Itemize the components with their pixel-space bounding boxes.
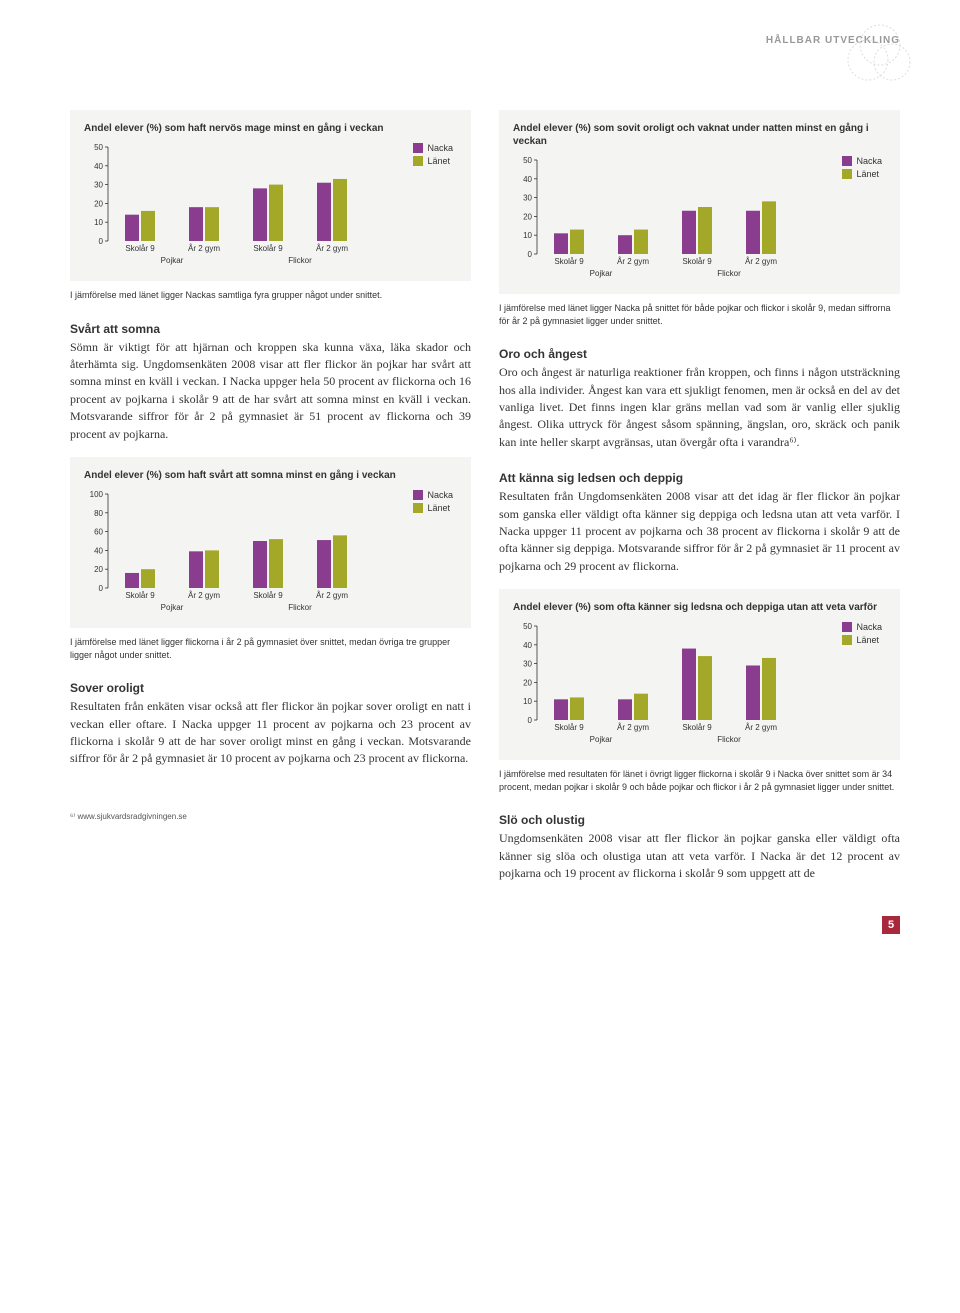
svg-text:40: 40 <box>523 641 532 650</box>
svg-text:80: 80 <box>94 509 103 518</box>
svg-text:0: 0 <box>99 584 104 593</box>
legend-lanet: Länet <box>427 156 450 166</box>
legend-lanet: Länet <box>856 169 879 179</box>
svg-text:0: 0 <box>528 716 533 725</box>
svg-text:100: 100 <box>90 490 104 499</box>
svg-text:40: 40 <box>94 162 103 171</box>
two-column-layout: Andel elever (%) som haft nervös mage mi… <box>70 110 900 934</box>
svg-text:Pojkar: Pojkar <box>161 256 184 265</box>
chart-title: Andel elever (%) som haft svårt att somn… <box>84 469 457 482</box>
footnote: ⁶⁾ www.sjukvardsradgivningen.se <box>70 812 471 821</box>
right-column: Andel elever (%) som sovit oroligt och v… <box>499 110 900 934</box>
legend-lanet: Länet <box>427 503 450 513</box>
chart-title: Andel elever (%) som ofta känner sig led… <box>513 601 886 614</box>
chart-legend: Nacka Länet <box>842 156 882 182</box>
svg-text:Flickor: Flickor <box>288 603 312 612</box>
svg-text:Skolår 9: Skolår 9 <box>253 591 283 600</box>
svg-text:Skolår 9: Skolår 9 <box>682 257 712 266</box>
svg-text:Skolår 9: Skolår 9 <box>682 723 712 732</box>
chart-svart-somna: Andel elever (%) som haft svårt att somn… <box>70 457 471 628</box>
legend-nacka: Nacka <box>856 156 882 166</box>
svg-text:20: 20 <box>94 199 103 208</box>
svg-text:10: 10 <box>523 697 532 706</box>
header-decoration-icon <box>830 20 920 90</box>
svg-text:0: 0 <box>99 237 104 246</box>
body-text: Sömn är viktigt för att hjärnan och krop… <box>70 339 471 443</box>
section-heading-ledsen: Att känna sig ledsen och deppig <box>499 471 900 485</box>
chart-ledsna-deppiga: Andel elever (%) som ofta känner sig led… <box>499 589 900 760</box>
chart-legend: Nacka Länet <box>842 622 882 648</box>
svg-text:10: 10 <box>523 231 532 240</box>
svg-text:0: 0 <box>528 250 533 259</box>
chart-caption: I jämförelse med länet ligger Nacka på s… <box>499 302 900 327</box>
left-column: Andel elever (%) som haft nervös mage mi… <box>70 110 471 934</box>
section-heading-svart: Svårt att somna <box>70 322 471 336</box>
svg-text:År 2 gym: År 2 gym <box>188 244 220 253</box>
svg-text:30: 30 <box>523 660 532 669</box>
svg-text:Skolår 9: Skolår 9 <box>554 257 584 266</box>
svg-text:40: 40 <box>523 175 532 184</box>
svg-text:Skolår 9: Skolår 9 <box>125 244 155 253</box>
chart-sovit-oroligt: Andel elever (%) som sovit oroligt och v… <box>499 110 900 294</box>
chart-legend: Nacka Länet <box>413 143 453 169</box>
body-text: Oro och ångest är naturliga reaktioner f… <box>499 364 900 451</box>
page-header: HÅLLBAR UTVECKLING <box>70 30 900 110</box>
svg-text:40: 40 <box>94 546 103 555</box>
body-text: Resultaten från enkäten visar också att … <box>70 698 471 768</box>
body-text: Resultaten från Ungdomsenkäten 2008 visa… <box>499 488 900 575</box>
svg-text:10: 10 <box>94 218 103 227</box>
chart-legend: Nacka Länet <box>413 490 453 516</box>
chart-caption: I jämförelse med länet ligger flickorna … <box>70 636 471 661</box>
section-heading-slo: Slö och olustig <box>499 813 900 827</box>
chart-caption: I jämförelse med länet ligger Nackas sam… <box>70 289 471 302</box>
svg-text:Flickor: Flickor <box>717 735 741 744</box>
svg-text:Skolår 9: Skolår 9 <box>253 244 283 253</box>
section-heading-sover: Sover oroligt <box>70 681 471 695</box>
svg-text:Pojkar: Pojkar <box>590 735 613 744</box>
svg-text:Flickor: Flickor <box>717 269 741 278</box>
body-text: Ungdomsenkäten 2008 visar att fler flick… <box>499 830 900 882</box>
svg-text:År 2 gym: År 2 gym <box>316 244 348 253</box>
svg-text:År 2 gym: År 2 gym <box>316 591 348 600</box>
svg-text:20: 20 <box>94 565 103 574</box>
svg-text:50: 50 <box>523 156 532 165</box>
chart-caption: I jämförelse med resultaten för länet i … <box>499 768 900 793</box>
svg-text:Flickor: Flickor <box>288 256 312 265</box>
legend-lanet: Länet <box>856 635 879 645</box>
svg-text:30: 30 <box>523 194 532 203</box>
chart-nervos-mage: Andel elever (%) som haft nervös mage mi… <box>70 110 471 281</box>
chart-title: Andel elever (%) som haft nervös mage mi… <box>84 122 457 135</box>
svg-text:20: 20 <box>523 212 532 221</box>
svg-text:60: 60 <box>94 528 103 537</box>
svg-text:50: 50 <box>523 622 532 631</box>
section-heading-oro: Oro och ångest <box>499 347 900 361</box>
page-number: 5 <box>882 916 900 934</box>
svg-text:År 2 gym: År 2 gym <box>745 257 777 266</box>
svg-text:50: 50 <box>94 143 103 152</box>
legend-nacka: Nacka <box>427 143 453 153</box>
svg-text:30: 30 <box>94 181 103 190</box>
svg-text:Skolår 9: Skolår 9 <box>125 591 155 600</box>
legend-nacka: Nacka <box>427 490 453 500</box>
svg-text:20: 20 <box>523 678 532 687</box>
svg-text:År 2 gym: År 2 gym <box>745 723 777 732</box>
svg-text:Pojkar: Pojkar <box>161 603 184 612</box>
svg-text:År 2 gym: År 2 gym <box>188 591 220 600</box>
svg-text:År 2 gym: År 2 gym <box>617 723 649 732</box>
chart-title: Andel elever (%) som sovit oroligt och v… <box>513 122 886 148</box>
svg-text:År 2 gym: År 2 gym <box>617 257 649 266</box>
svg-text:Pojkar: Pojkar <box>590 269 613 278</box>
svg-text:Skolår 9: Skolår 9 <box>554 723 584 732</box>
legend-nacka: Nacka <box>856 622 882 632</box>
